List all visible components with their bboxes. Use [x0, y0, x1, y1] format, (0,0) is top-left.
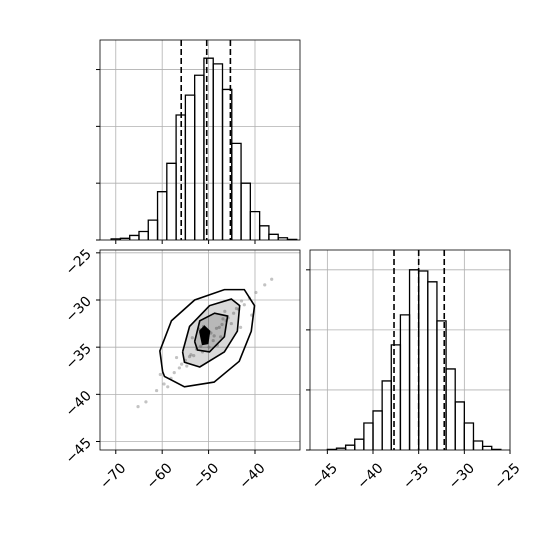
scatter-point [242, 303, 246, 307]
scatter-point [172, 371, 176, 375]
histogram-step [463, 422, 475, 450]
histogram-step [166, 162, 177, 240]
y-tick-label: −25 [63, 246, 95, 278]
scatter-point [187, 355, 192, 359]
y-tick-label: −30 [63, 294, 95, 326]
histogram-step [363, 422, 374, 450]
scatter-point [219, 335, 223, 339]
x-tick-label: −40 [354, 460, 386, 492]
scatter-point [180, 362, 184, 366]
histogram-step [472, 440, 484, 450]
x-tick-label: −50 [190, 460, 222, 492]
histogram-step [445, 368, 456, 450]
histogram-step [258, 225, 270, 240]
scatter-point [223, 309, 227, 313]
scatter-point [162, 382, 166, 386]
histogram-step [184, 94, 196, 240]
scatter-point [232, 311, 236, 315]
scatter-point [199, 344, 203, 348]
scatter-point [174, 355, 179, 360]
scatter-point [221, 317, 225, 321]
x-tick-label: −45 [309, 460, 341, 492]
histogram-step [408, 269, 420, 450]
x-tick-label: −25 [491, 460, 523, 492]
scatter-point [263, 283, 267, 287]
scatter-point [217, 325, 221, 329]
scatter-point [185, 364, 189, 368]
contour [159, 288, 256, 388]
scatter-point [158, 372, 162, 377]
y-tick-label: −45 [63, 435, 95, 467]
scatter-point [177, 366, 181, 370]
histogram-step [372, 410, 383, 450]
histogram-step [418, 270, 429, 450]
histogram-step [268, 233, 279, 240]
scatter-point [212, 334, 216, 338]
scatter-point [192, 354, 196, 358]
scatter-point [220, 322, 224, 327]
histogram-step [381, 380, 392, 450]
histogram-step [129, 234, 140, 240]
scatter-point [239, 299, 244, 303]
histogram-step [138, 230, 149, 240]
histogram-step [240, 182, 251, 240]
panel-frame [309, 249, 511, 451]
x-tick-label: −30 [446, 460, 478, 492]
scatter-point [234, 306, 239, 311]
panel-frame [99, 249, 301, 451]
histogram-step [344, 444, 356, 450]
y-tick-label: −40 [63, 388, 95, 420]
histogram-step [231, 142, 242, 240]
histogram-step [147, 219, 159, 240]
histogram-step [354, 438, 365, 450]
scatter-point [239, 325, 243, 329]
scatter-point [270, 277, 274, 281]
histogram-step [427, 281, 438, 450]
scatter-point [144, 400, 148, 404]
x-tick-label: −60 [144, 460, 176, 492]
scatter-point [166, 385, 170, 389]
scatter-point [254, 290, 258, 295]
x-tick-label: −70 [97, 460, 129, 492]
x-tick-label: −35 [400, 460, 432, 492]
scatter-point [229, 321, 233, 326]
histogram-step [454, 401, 465, 450]
histogram-step [399, 314, 411, 450]
histogram-step [390, 344, 402, 450]
histogram-step [481, 445, 493, 450]
scatter-point [207, 345, 211, 349]
panel-frame [99, 39, 301, 241]
scatter-point [136, 405, 140, 409]
scatter-point [155, 388, 159, 393]
scatter-point [214, 326, 219, 330]
scatter-point [190, 336, 194, 340]
x-tick-label: −40 [236, 460, 268, 492]
contour [198, 325, 211, 346]
histogram-step [194, 74, 205, 240]
histogram-step [212, 63, 224, 240]
y-tick-label: −35 [63, 341, 95, 373]
scatter-point [211, 338, 215, 343]
